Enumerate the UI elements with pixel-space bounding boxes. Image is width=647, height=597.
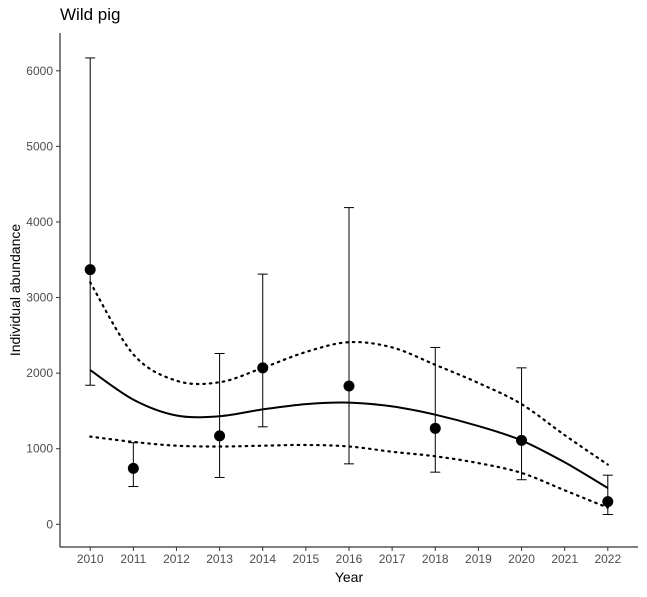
data-point <box>84 264 96 276</box>
data-point <box>127 462 139 474</box>
y-tick-label: 1000 <box>26 442 53 456</box>
x-tick-label: 2016 <box>336 552 363 566</box>
data-points <box>84 264 614 508</box>
chart-title: Wild pig <box>60 5 121 24</box>
x-axis-title: Year <box>335 569 364 585</box>
x-tick-label: 2019 <box>465 552 492 566</box>
y-tick-label: 5000 <box>26 139 53 153</box>
data-point <box>516 434 528 446</box>
data-point <box>214 430 226 442</box>
x-tick-label: 2015 <box>293 552 320 566</box>
x-tick-label: 2017 <box>379 552 406 566</box>
x-tick-label: 2021 <box>551 552 578 566</box>
x-tick-label: 2020 <box>508 552 535 566</box>
y-tick-label: 0 <box>46 517 53 531</box>
x-tick-label: 2018 <box>422 552 449 566</box>
x-tick-label: 2011 <box>120 552 146 566</box>
data-point <box>602 496 614 508</box>
y-axis-title: Individual abundance <box>7 224 23 357</box>
y-tick-label: 4000 <box>26 215 53 229</box>
x-tick-label: 2014 <box>249 552 276 566</box>
y-tick-label: 3000 <box>26 291 53 305</box>
x-tick-label: 2022 <box>594 552 621 566</box>
error-bars <box>85 57 613 515</box>
y-tick-label: 2000 <box>26 366 53 380</box>
y-tick-label: 6000 <box>26 64 53 78</box>
x-tick-label: 2013 <box>206 552 233 566</box>
x-tick-label: 2012 <box>163 552 190 566</box>
data-point <box>343 380 355 392</box>
axes: 0 1000 2000 3000 4000 5000 6000 2010 2011 2012 201… <box>26 33 638 566</box>
data-point <box>257 362 269 374</box>
x-tick-label: 2010 <box>77 552 104 566</box>
data-point <box>429 422 441 434</box>
